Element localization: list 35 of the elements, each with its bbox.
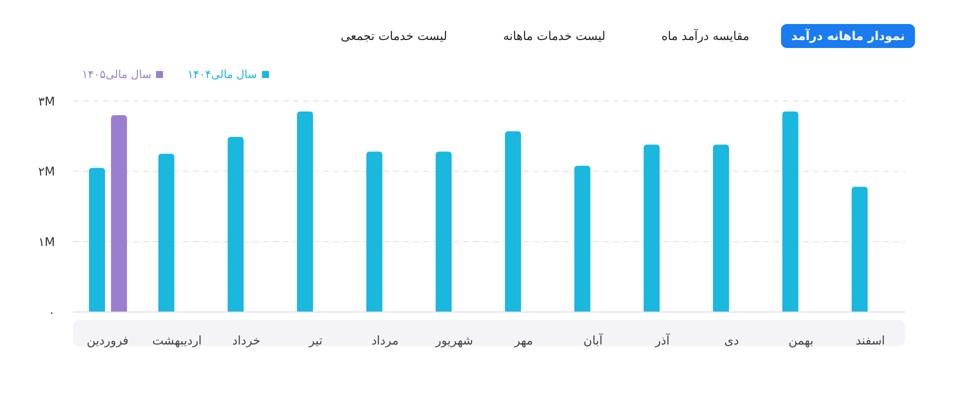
bar (852, 186, 868, 312)
bar (505, 131, 521, 312)
bar (782, 112, 798, 312)
bar (436, 152, 452, 312)
x-tick-label: شهریور (434, 334, 474, 348)
legend-label: سال مالی۱۴۰۴ (187, 68, 257, 81)
legend-label: سال مالی۱۴۰۵ (82, 68, 152, 81)
bar (574, 166, 590, 312)
bar (89, 168, 105, 312)
bar (713, 144, 729, 312)
x-tick-label: اسفند (856, 334, 886, 348)
bar (644, 144, 660, 312)
y-tick-label: ۲M (38, 164, 55, 179)
bar (158, 154, 174, 312)
x-tick-label: مهر (513, 334, 533, 348)
text: لیست خدمات ماهانه (502, 28, 606, 45)
text: مقایسه درآمد ماه (660, 28, 750, 45)
x-tick-label: مرداد (371, 334, 399, 348)
bar (297, 112, 313, 312)
y-tick-label: ۱M (38, 234, 55, 249)
x-tick-label: آبان (583, 332, 604, 348)
bar (228, 136, 244, 312)
text: لیست خدمات تجمعی (340, 28, 448, 45)
x-tick-label: تیر (308, 334, 322, 348)
x-tick-label: فروردین (86, 334, 129, 348)
text: نمودار ماهانه درآمد (781, 24, 915, 48)
x-tick-label: اردیبهشت (152, 334, 202, 348)
x-tick-label: دی (724, 334, 740, 348)
y-tick-label: ۳M (38, 94, 55, 108)
x-tick-label: خرداد (232, 334, 260, 348)
x-tick-label: آذر (654, 332, 670, 348)
y-tick-label: ۰ (48, 305, 55, 320)
bar (366, 152, 382, 312)
bar (111, 115, 127, 312)
x-tick-label: بهمن (788, 334, 814, 348)
